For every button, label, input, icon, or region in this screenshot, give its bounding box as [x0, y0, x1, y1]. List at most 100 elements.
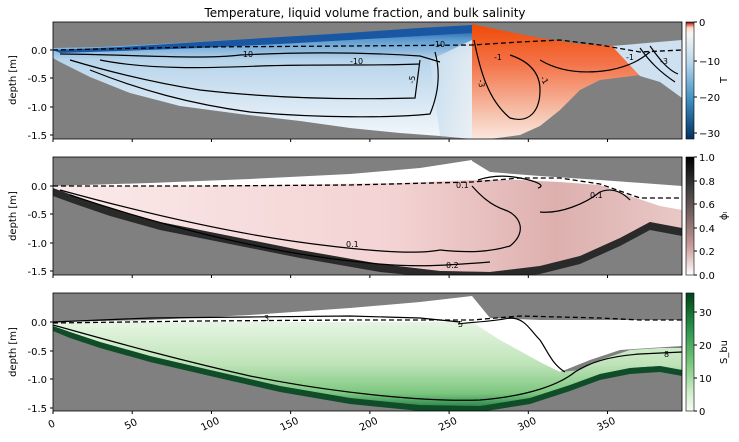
colorbar-ticks: 1.0 0.8 0.6 0.4 0.2 0.0: [694, 153, 715, 282]
contour-line: [53, 315, 461, 323]
temperature-field-right: [612, 40, 682, 98]
surface-line: [53, 177, 682, 199]
panel-frame: [52, 21, 683, 140]
x-tick-label: 200: [358, 416, 380, 434]
panel-frame: [52, 156, 683, 276]
colorbar-bulk-salinity: [685, 292, 695, 412]
x-tick-label: 250: [437, 416, 459, 434]
contour-line: [89, 51, 439, 118]
contour-label: -10: [432, 40, 445, 49]
surface-line: [53, 315, 682, 324]
y-ticks: 0.0 -0.5 -1.0 -1.5: [27, 318, 53, 415]
colorbar-tick-label: −30: [699, 129, 720, 140]
contour-label: 8: [664, 350, 669, 359]
colorbar-tick-label: −20: [699, 93, 720, 104]
y-tick-label: -0.5: [27, 347, 47, 358]
contour-label: -3: [476, 79, 486, 88]
x-tick-label: 50: [123, 417, 139, 432]
contour-line: [457, 317, 566, 373]
colorbar-tick-label: 0.0: [699, 271, 715, 282]
salinity-field: [53, 322, 682, 406]
contour-line: [439, 185, 521, 253]
y-axis-label: depth [m]: [8, 55, 19, 105]
panel-temperature: -10 -10 -10 -5 -3 -1 -1 -1 -3 depth [m] …: [8, 18, 730, 142]
contour-label: 0.1: [346, 240, 359, 249]
temperature-field-cold: [53, 26, 472, 139]
panel-bulk-salinity: 3 5 8 depth [m] 0.0 -0.5 -1.0 -1.5 30 20…: [8, 292, 730, 418]
contour-label: 0.2: [446, 261, 459, 270]
contour-label: 0.1: [590, 191, 603, 200]
colorbar-label: ϕₗ: [719, 212, 730, 221]
white-cap: [53, 160, 472, 188]
y-tick-label: -1.0: [27, 239, 47, 250]
contour-label: 0.1: [456, 181, 469, 190]
bottom-dark-edge: [53, 188, 682, 275]
colorbar-tick-label: 20: [699, 341, 712, 352]
contour-label: -1: [494, 53, 502, 62]
y-axis-label: depth [m]: [8, 327, 19, 377]
colorbar-temperature: [685, 21, 695, 140]
contour-line: [539, 51, 651, 73]
contour-line: [53, 324, 682, 401]
contour-label: -10: [350, 57, 363, 66]
x-tick-label: 300: [516, 416, 538, 434]
contour-line: [539, 189, 631, 213]
colorbar-tick-label: 0.4: [699, 224, 715, 235]
colorbar-tick-label: 0.8: [699, 177, 715, 188]
x-tick-label: 0: [47, 418, 57, 431]
x-tick-label: 100: [199, 416, 221, 434]
surface-line: [53, 39, 682, 53]
y-tick-label: 0.0: [31, 182, 47, 193]
contour-label: 5: [458, 320, 463, 329]
contour-label: -3: [660, 57, 668, 66]
contour-label: -10: [240, 50, 253, 59]
y-tick-label: -1.0: [27, 103, 47, 114]
contour-line: [473, 39, 541, 120]
contour-label: -5: [407, 75, 417, 84]
liquid-fraction-field: [53, 180, 682, 272]
colorbar-tick-label: 0: [699, 407, 705, 418]
colorbar-tick-label: 10: [699, 374, 712, 385]
x-tick-label: 350: [596, 416, 618, 434]
temperature-top-band: [53, 25, 472, 53]
contour-label: -1: [538, 75, 550, 86]
y-ticks: 0.0 -0.5 -1.0 -1.5: [27, 46, 53, 142]
contour-line: [59, 52, 441, 63]
y-tick-label: 0.0: [31, 46, 47, 57]
y-tick-label: -1.5: [27, 267, 47, 278]
colorbar-ticks: 30 20 10 0: [694, 308, 712, 418]
contour-line: [639, 47, 676, 83]
x-tick-label: 150: [279, 416, 301, 434]
colorbar-label: S_bu: [719, 340, 730, 364]
y-ticks: 0.0 -0.5 -1.0 -1.5: [27, 182, 53, 278]
colorbar-ticks: 0 −10 −20 −30: [694, 18, 720, 140]
bottom-dark-edge: [53, 326, 682, 411]
colorbar-tick-label: 30: [699, 308, 712, 319]
contour-line: [99, 59, 421, 69]
panel-liquid-fraction: 0.1 0.1 0.1 0.2 depth [m] 0.0 -0.5 -1.0 …: [8, 153, 730, 282]
panel-frame: [52, 292, 683, 412]
contour-line: [69, 194, 491, 267]
colorbar-tick-label: −10: [699, 57, 720, 68]
contour-label: -1: [626, 53, 634, 62]
contour-line: [649, 45, 679, 75]
colorbar-label: T: [719, 76, 730, 84]
colorbar-tick-label: 0: [699, 18, 705, 29]
y-axis-label: depth [m]: [8, 191, 19, 241]
y-tick-label: 0.0: [31, 318, 47, 329]
contour-line: [59, 189, 441, 253]
contour-line: [69, 59, 421, 100]
colorbar-tick-label: 0.2: [699, 247, 715, 258]
y-tick-label: -0.5: [27, 210, 47, 221]
y-tick-label: -1.0: [27, 375, 47, 386]
y-tick-label: -0.5: [27, 74, 47, 85]
y-tick-label: -1.5: [27, 404, 47, 415]
colorbar-liquid-fraction: [685, 156, 695, 276]
temperature-field-warm: [472, 24, 640, 139]
y-tick-label: -1.5: [27, 131, 47, 142]
chart-title: Temperature, liquid volume fraction, and…: [203, 6, 525, 20]
contour-label: 3: [264, 314, 269, 323]
colorbar-tick-label: 1.0: [699, 153, 715, 164]
colorbar-tick-label: 0.6: [699, 200, 715, 211]
